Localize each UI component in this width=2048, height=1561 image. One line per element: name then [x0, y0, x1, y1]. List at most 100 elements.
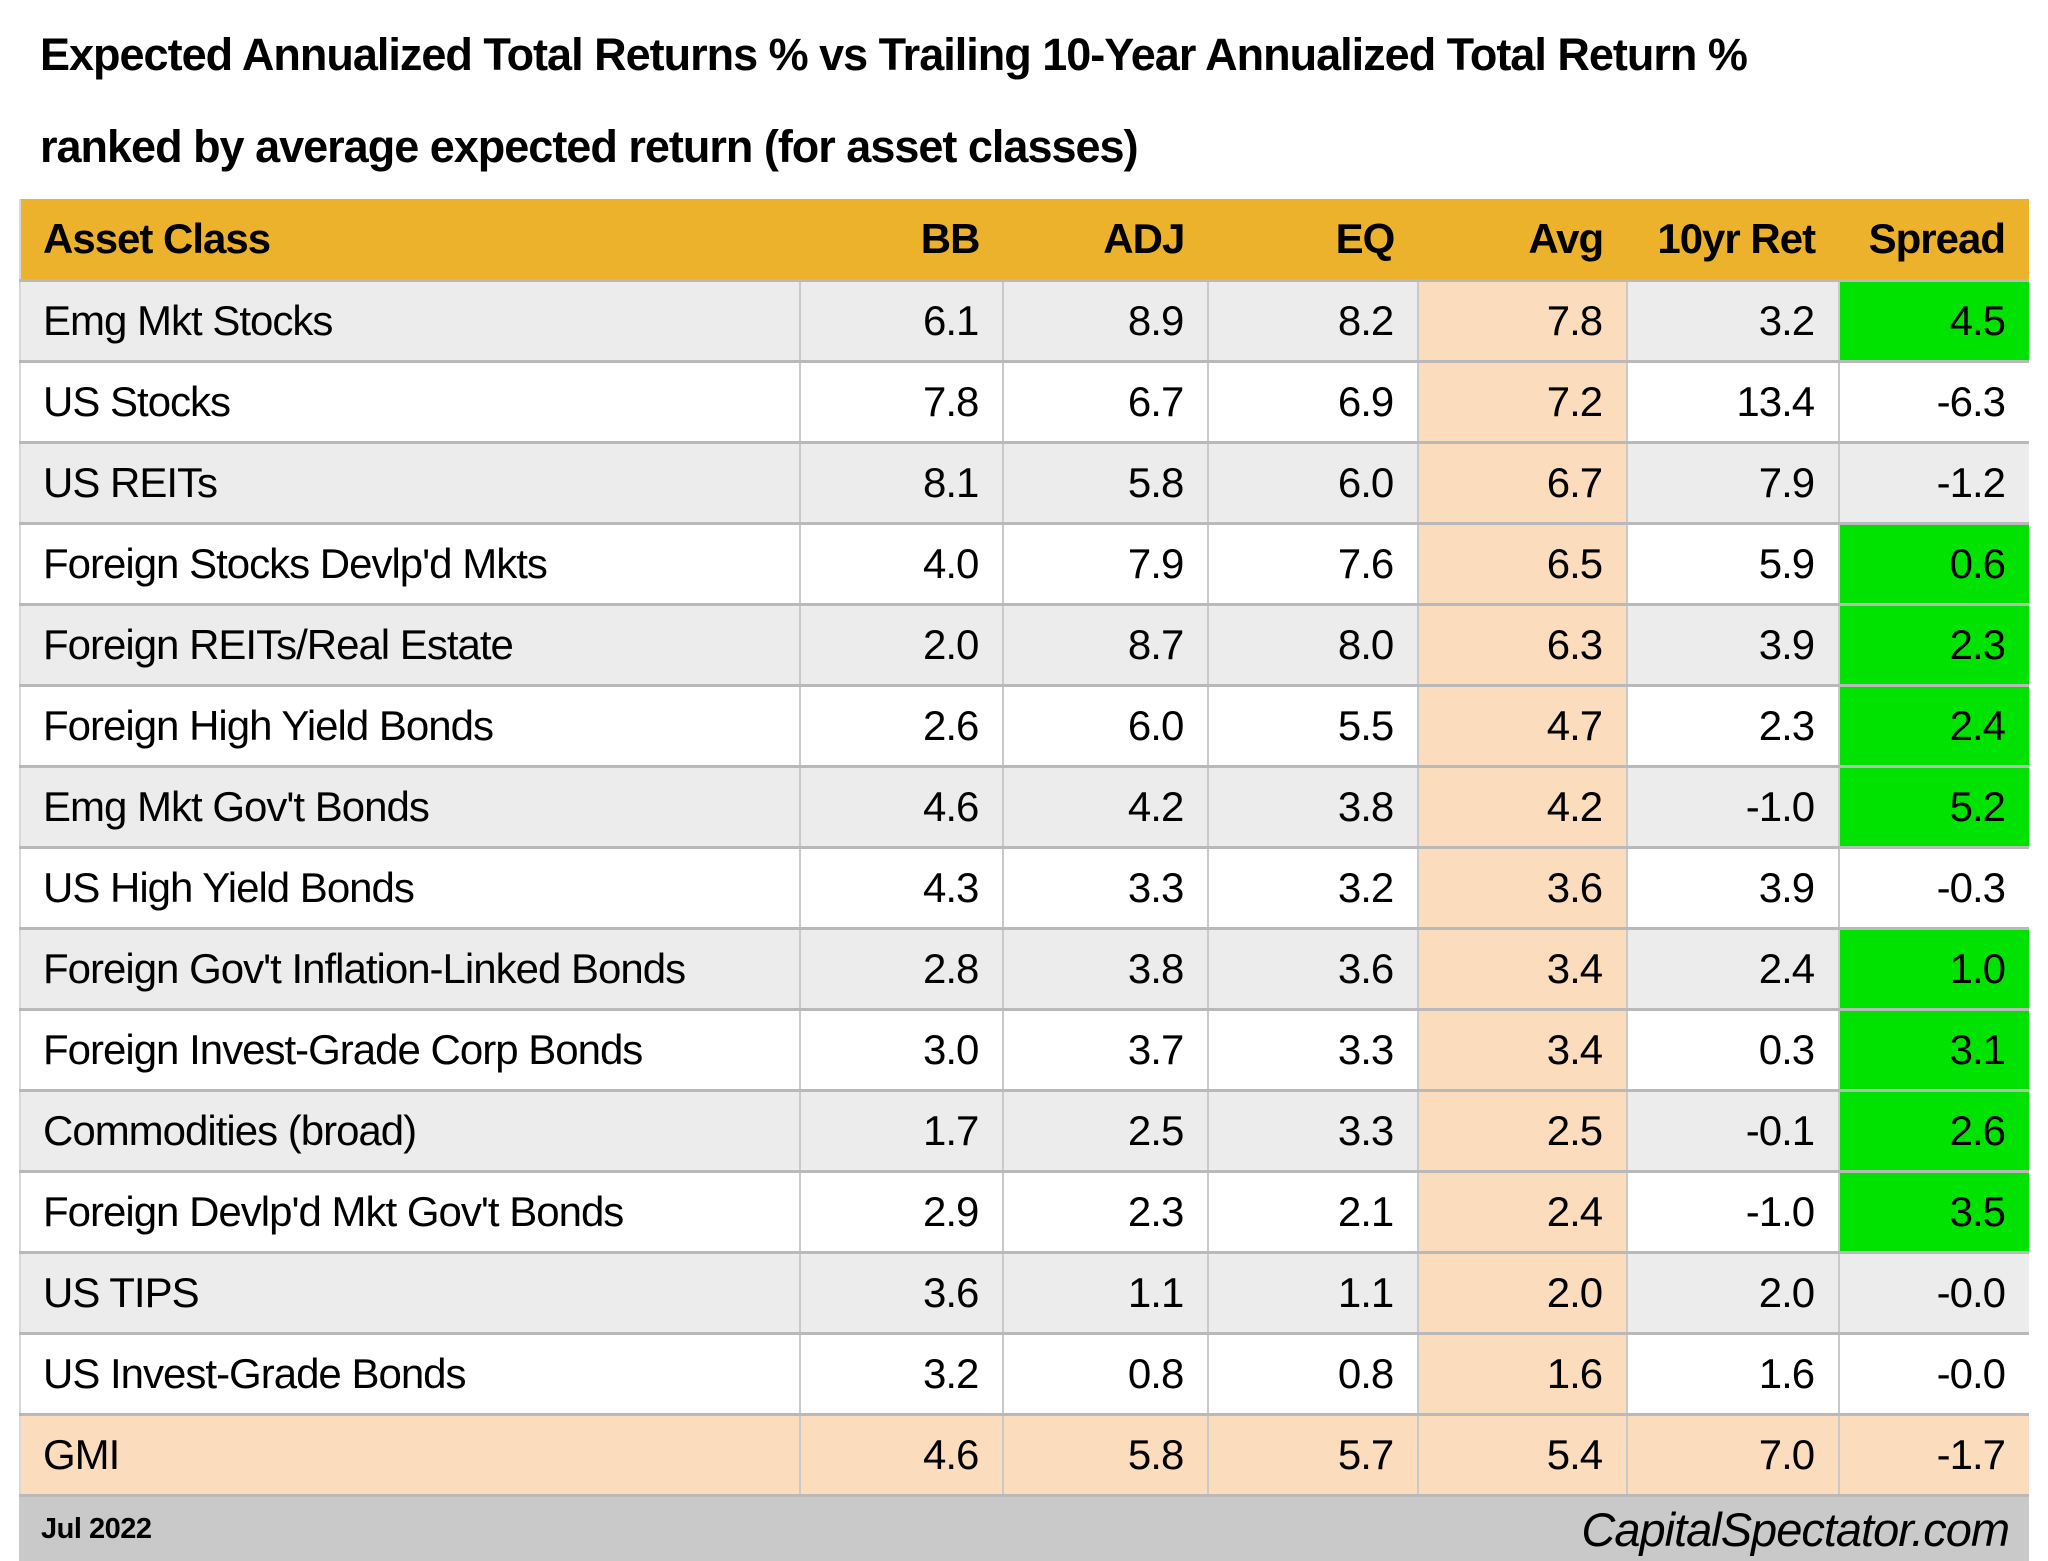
table-row: Foreign Devlp'd Mkt Gov't Bonds 2.9 2.3 2.1… — [20, 1170, 2029, 1253]
cell-spread: -0.0 — [1838, 1251, 2029, 1334]
cell-adj: 8.9 — [1002, 279, 1209, 362]
column-header-adj: ADJ — [1003, 199, 1209, 281]
cell-10yr-ret: 3.2 — [1626, 279, 1840, 362]
cell-avg: 1.6 — [1417, 1332, 1628, 1415]
table-body: Emg Mkt Stocks 6.1 8.9 8.2 7.8 3.2 4.5 US Stock… — [20, 279, 2029, 1494]
cell-adj: 5.8 — [1002, 1413, 1209, 1494]
cell-bb: 3.6 — [798, 1251, 1004, 1334]
cell-bb: 1.7 — [798, 1089, 1004, 1172]
title-line-1: Expected Annualized Total Returns % vs T… — [40, 29, 1748, 80]
cell-10yr-ret: 3.9 — [1626, 846, 1840, 929]
cell-avg: 6.3 — [1417, 603, 1628, 686]
cell-10yr-ret: -1.0 — [1626, 765, 1840, 848]
cell-bb: 3.2 — [798, 1332, 1004, 1415]
header-row: Asset Class BB ADJ EQ Avg 10yr Ret Sprea… — [20, 199, 2029, 281]
cell-eq: 3.6 — [1207, 927, 1419, 1010]
table-row: US High Yield Bonds 4.3 3.3 3.2 3.6 3.9 -0.3 — [20, 846, 2029, 929]
returns-table: Asset Class BB ADJ EQ Avg 10yr Ret Sprea… — [19, 199, 2029, 1494]
cell-spread: -1.2 — [1838, 441, 2029, 524]
cell-spread: 3.5 — [1838, 1170, 2029, 1253]
cell-asset-class: US High Yield Bonds — [20, 846, 800, 929]
cell-spread: 2.6 — [1838, 1089, 2029, 1172]
cell-adj: 1.1 — [1002, 1251, 1209, 1334]
cell-10yr-ret: 0.3 — [1626, 1008, 1840, 1091]
cell-bb: 3.0 — [798, 1008, 1004, 1091]
cell-asset-class: Emg Mkt Stocks — [20, 279, 800, 362]
cell-adj: 2.5 — [1002, 1089, 1209, 1172]
cell-eq: 3.2 — [1207, 846, 1419, 929]
table-row: US REITs 8.1 5.8 6.0 6.7 7.9 -1.2 — [20, 441, 2029, 524]
cell-spread: 2.3 — [1838, 603, 2029, 686]
cell-asset-class: Foreign High Yield Bonds — [20, 684, 800, 767]
cell-adj: 7.9 — [1002, 522, 1209, 605]
cell-adj: 3.7 — [1002, 1008, 1209, 1091]
cell-bb: 4.3 — [798, 846, 1004, 929]
cell-eq: 8.0 — [1207, 603, 1419, 686]
table-footer: Jul 2022 CapitalSpectator.com — [19, 1494, 2029, 1561]
cell-avg: 3.4 — [1417, 927, 1628, 1010]
cell-avg: 7.2 — [1417, 360, 1628, 443]
cell-eq: 7.6 — [1207, 522, 1419, 605]
cell-10yr-ret: 1.6 — [1626, 1332, 1840, 1415]
cell-avg: 4.2 — [1417, 765, 1628, 848]
table-row: Emg Mkt Gov't Bonds 4.6 4.2 3.8 4.2 -1.0 5.2 — [20, 765, 2029, 848]
cell-bb: 4.0 — [798, 522, 1004, 605]
title-line-2: ranked by average expected return (for a… — [40, 121, 1139, 172]
cell-avg: 2.0 — [1417, 1251, 1628, 1334]
cell-10yr-ret: 2.4 — [1626, 927, 1840, 1010]
cell-asset-class: Foreign Invest-Grade Corp Bonds — [20, 1008, 800, 1091]
table-row: Foreign Invest-Grade Corp Bonds 3.0 3.7 3.3… — [20, 1008, 2029, 1091]
cell-asset-class: GMI — [20, 1413, 800, 1494]
table-row: Foreign REITs/Real Estate 2.0 8.7 8.0 6.3 3.9… — [20, 603, 2029, 686]
column-header-spread: Spread — [1839, 199, 2029, 281]
cell-adj: 3.3 — [1002, 846, 1209, 929]
cell-bb: 4.6 — [798, 1413, 1004, 1494]
table-row: GMI 4.6 5.8 5.7 5.4 7.0 -1.7 — [20, 1413, 2029, 1494]
cell-adj: 3.8 — [1002, 927, 1209, 1010]
cell-adj: 8.7 — [1002, 603, 1209, 686]
cell-10yr-ret: 2.3 — [1626, 684, 1840, 767]
footer-date: Jul 2022 — [41, 1512, 152, 1545]
cell-adj: 5.8 — [1002, 441, 1209, 524]
cell-avg: 5.4 — [1417, 1413, 1628, 1494]
column-header-eq: EQ — [1208, 199, 1419, 281]
cell-10yr-ret: 5.9 — [1626, 522, 1840, 605]
cell-10yr-ret: -0.1 — [1626, 1089, 1840, 1172]
table-row: US TIPS 3.6 1.1 1.1 2.0 2.0 -0.0 — [20, 1251, 2029, 1334]
cell-adj: 2.3 — [1002, 1170, 1209, 1253]
cell-asset-class: US Stocks — [20, 360, 800, 443]
cell-asset-class: Foreign REITs/Real Estate — [20, 603, 800, 686]
cell-bb: 2.9 — [798, 1170, 1004, 1253]
table-header: Asset Class BB ADJ EQ Avg 10yr Ret Sprea… — [20, 199, 2029, 281]
cell-bb: 7.8 — [798, 360, 1004, 443]
cell-spread: -6.3 — [1838, 360, 2029, 443]
table-row: Foreign Stocks Devlp'd Mkts 4.0 7.9 7.6 6.5 5… — [20, 522, 2029, 605]
cell-bb: 2.0 — [798, 603, 1004, 686]
cell-eq: 1.1 — [1207, 1251, 1419, 1334]
cell-eq: 5.7 — [1207, 1413, 1419, 1494]
column-header-asset-class: Asset Class — [20, 199, 800, 281]
cell-adj: 6.7 — [1002, 360, 1209, 443]
cell-eq: 2.1 — [1207, 1170, 1419, 1253]
cell-eq: 0.8 — [1207, 1332, 1419, 1415]
table-row: Emg Mkt Stocks 6.1 8.9 8.2 7.8 3.2 4.5 — [20, 279, 2029, 362]
table-row: US Stocks 7.8 6.7 6.9 7.2 13.4 -6.3 — [20, 360, 2029, 443]
cell-spread: 0.6 — [1838, 522, 2029, 605]
cell-bb: 2.8 — [798, 927, 1004, 1010]
cell-adj: 4.2 — [1002, 765, 1209, 848]
column-header-bb: BB — [799, 199, 1004, 281]
cell-spread: 4.5 — [1838, 279, 2029, 362]
cell-avg: 2.5 — [1417, 1089, 1628, 1172]
cell-eq: 5.5 — [1207, 684, 1419, 767]
cell-10yr-ret: 7.9 — [1626, 441, 1840, 524]
cell-asset-class: Foreign Gov't Inflation-Linked Bonds — [20, 927, 800, 1010]
cell-asset-class: Emg Mkt Gov't Bonds — [20, 765, 800, 848]
column-header-10yr-ret: 10yr Ret — [1627, 199, 1840, 281]
cell-avg: 6.5 — [1417, 522, 1628, 605]
cell-avg: 7.8 — [1417, 279, 1628, 362]
cell-spread: -1.7 — [1838, 1413, 2029, 1494]
cell-eq: 3.3 — [1207, 1089, 1419, 1172]
cell-10yr-ret: 13.4 — [1626, 360, 1840, 443]
column-header-avg: Avg — [1418, 199, 1628, 281]
cell-avg: 2.4 — [1417, 1170, 1628, 1253]
